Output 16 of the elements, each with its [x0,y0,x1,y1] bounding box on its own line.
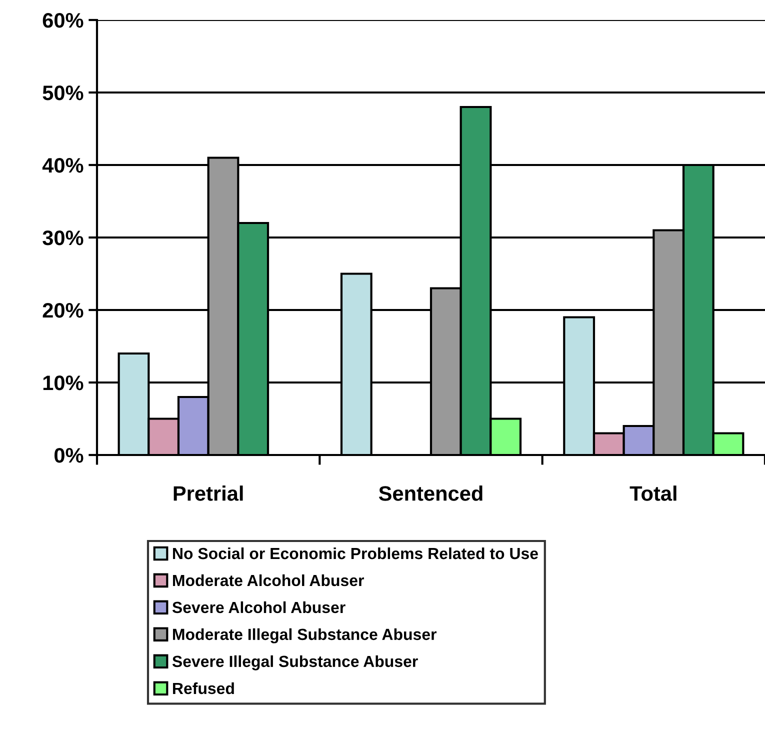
legend-label: Severe Illegal Substance Abuser [172,655,418,670]
y-tick-label: 50% [42,86,84,100]
legend-label: Severe Alcohol Abuser [172,601,346,614]
x-tick-label: Sentenced [378,486,482,501]
y-tick-label: 40% [42,158,84,173]
x-tick-label: Total [630,486,676,501]
legend-label: Moderate Alcohol Abuser [173,574,364,586]
legend-label: Moderate Illegal Substance Abuser [173,628,437,644]
legend-label: No Social or Economic Problems Related to Use [173,547,538,560]
y-tick-label: 60% [42,13,84,28]
y-tick-label: 10% [43,376,84,390]
y-tick-label: 0% [54,448,84,463]
legend-label: Refused [173,682,234,694]
y-tick-label: 30% [42,230,84,246]
x-tick-label: Pretrial [174,486,243,501]
y-tick-label: 20% [42,303,84,318]
